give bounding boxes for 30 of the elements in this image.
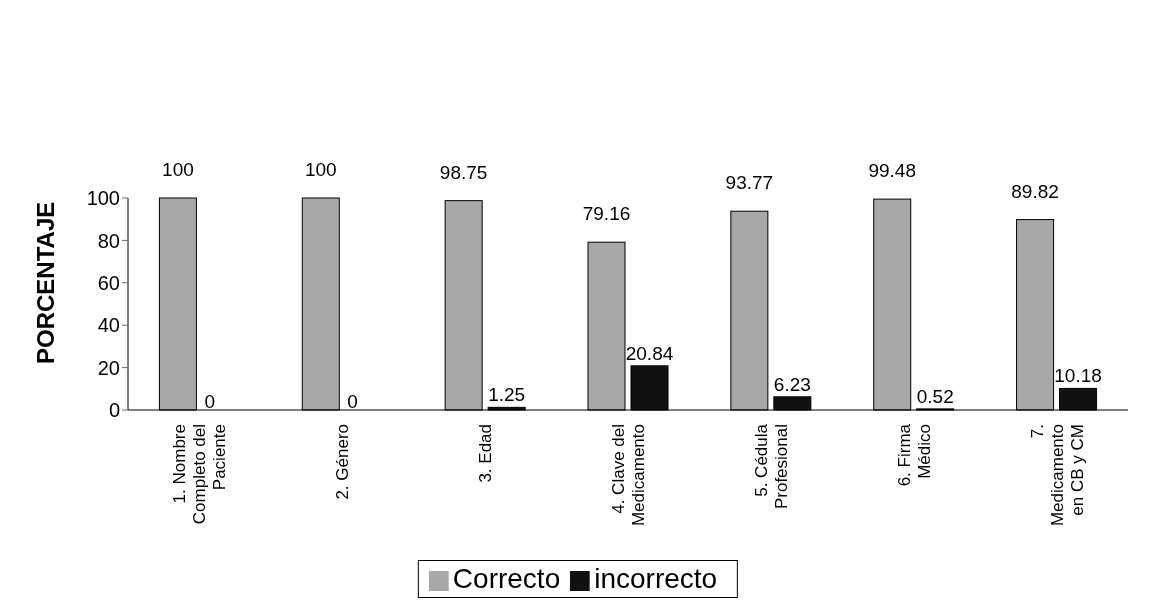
data-label: 100 (304, 159, 337, 180)
y-tick-label: 80 (97, 229, 120, 252)
x-tick-label: 4. Clave del Medicamento (609, 424, 648, 527)
y-tick-label: 0 (108, 399, 120, 422)
y-axis-title: PORCENTAJE (31, 201, 59, 364)
data-label: 1.25 (488, 384, 526, 406)
legend-label: Correcto (452, 563, 561, 594)
data-label: 0.52 (916, 385, 954, 407)
y-tick-label: 40 (97, 314, 120, 337)
data-label: 10.18 (1054, 365, 1102, 387)
y-tick-label: 60 (97, 271, 120, 294)
data-label: 99.48 (868, 160, 916, 182)
data-label: 89.82 (1011, 180, 1059, 202)
x-tick-label: 7. Medicamento en CB y CM (1027, 424, 1087, 527)
data-label: 93.77 (725, 172, 774, 194)
y-tick-label: 100 (86, 187, 120, 210)
x-tick-label: 3. Edad (476, 424, 496, 483)
x-tick-label: 5. Cédula Profesional (751, 423, 791, 510)
data-label: 0 (347, 391, 358, 412)
data-label: 20.84 (625, 342, 674, 364)
data-label: 100 (162, 159, 194, 180)
y-tick-label: 20 (97, 356, 120, 379)
data-label: 0 (204, 391, 216, 412)
data-label: 79.16 (582, 203, 631, 225)
data-label: 98.75 (439, 161, 488, 183)
data-label: 6.23 (773, 373, 811, 395)
x-tick-label: 6. Firma Médico (894, 423, 934, 487)
x-tick-label: 2. Género (333, 424, 353, 500)
legend-label: incorrecto (594, 563, 718, 594)
x-tick-label: 1. Nombre Completo del Paciente (170, 424, 230, 525)
